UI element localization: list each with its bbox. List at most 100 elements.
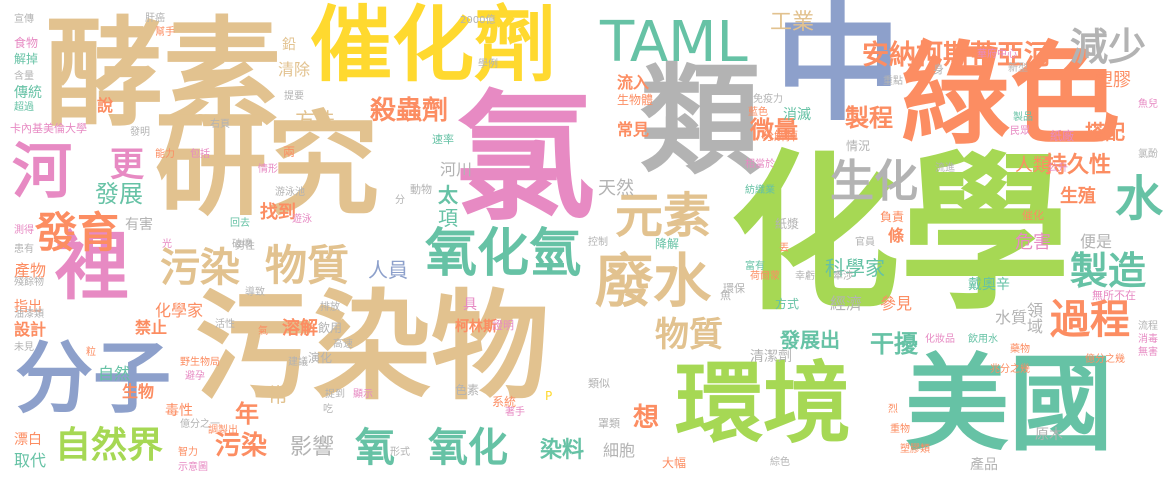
word: 測得 <box>14 225 34 236</box>
word: 減少 <box>1070 25 1147 69</box>
word: 顯示 <box>353 389 373 400</box>
word: 類似 <box>588 377 610 390</box>
word: 污染 <box>215 431 268 461</box>
word: 富有 <box>745 261 765 272</box>
word: 氯 <box>455 78 596 241</box>
word: 負責 <box>880 210 905 224</box>
word: 元素 <box>615 188 712 244</box>
word: 毒性 <box>165 403 193 419</box>
word: 消滅 <box>783 107 811 123</box>
word: 卡內基美倫大學 <box>10 122 87 135</box>
word: 藍色 <box>748 107 768 118</box>
word: 危害 <box>1015 232 1051 253</box>
word: 色素 <box>455 383 480 397</box>
word: 億分之幾 <box>1085 354 1125 365</box>
word: 太 <box>438 183 458 207</box>
word: 罩類 <box>598 417 620 430</box>
word: 紡織業 <box>745 185 775 196</box>
word: 柯林斯 <box>455 319 497 335</box>
word: 搭配 <box>1085 120 1125 144</box>
word: 華府中心 <box>977 49 1017 60</box>
word: 清除 <box>278 60 311 79</box>
word: 新型 <box>1008 63 1028 74</box>
word: 光 <box>162 239 172 250</box>
word: 殺蟲劑 <box>370 96 449 126</box>
word: 常 <box>268 383 288 407</box>
word: 持久性 <box>1045 153 1112 178</box>
word: 染料 <box>540 438 585 463</box>
word: 領域 <box>1024 302 1043 334</box>
word: 證明 <box>492 319 514 332</box>
word: 避孕 <box>185 371 205 382</box>
word: 高速 <box>333 339 353 350</box>
word: 示意圖 <box>178 462 208 473</box>
word: 影響 <box>290 435 335 460</box>
word: 生化 <box>830 156 918 207</box>
word: 億分之一 <box>180 419 220 430</box>
word: 解掉 <box>14 52 39 66</box>
word: 演化 <box>308 351 333 365</box>
word: 經濟 <box>830 294 863 313</box>
word: 人類 <box>1015 155 1051 176</box>
word: 禁止 <box>135 318 168 337</box>
word: 自然 <box>98 364 131 383</box>
word: 分解掉 <box>762 129 799 143</box>
word: 環保 <box>723 282 745 295</box>
word: 取代 <box>14 451 47 470</box>
word: 形式 <box>390 447 410 458</box>
word: 兩 <box>283 145 296 159</box>
word: 方法 <box>295 108 335 132</box>
word: 中 <box>775 0 901 138</box>
word: 水質 <box>995 308 1028 327</box>
word: 人員 <box>368 258 408 282</box>
word: 殘餘物 <box>14 277 44 288</box>
word: 更 <box>110 145 144 185</box>
word: 美國 <box>905 343 1114 465</box>
word: 食物 <box>14 36 39 50</box>
word: 速率 <box>432 133 454 146</box>
word: 游泳池 <box>275 187 305 198</box>
word: 塑膠 <box>1095 70 1131 91</box>
word: 鉛 <box>282 37 296 53</box>
word: 回去 <box>230 218 250 229</box>
word: 發展出 <box>780 328 840 352</box>
word: 安納柯斯蒂亞河 <box>862 40 1051 71</box>
word: 污染 <box>160 245 240 291</box>
word: 河 <box>12 137 72 207</box>
word: 系統 <box>492 395 517 409</box>
word: 綜色 <box>770 457 790 468</box>
word: 肝癌 <box>145 13 165 24</box>
word: 說 <box>97 96 114 115</box>
word: 傳統 <box>14 85 42 101</box>
word: 魚 <box>720 289 731 302</box>
word: 科學家 <box>825 256 885 280</box>
word: 水 <box>1115 171 1164 227</box>
word: 裡 <box>55 224 129 310</box>
word: 右頁 <box>210 119 230 130</box>
word: 幸虧 <box>795 271 815 282</box>
word: 捉到 <box>325 389 345 400</box>
word: 著手 <box>505 407 525 418</box>
word: 建議 <box>288 357 308 368</box>
word: 分 <box>395 195 405 206</box>
word: 廢水 <box>595 247 712 315</box>
word: 情況 <box>846 139 871 153</box>
word: 粒 <box>86 347 96 358</box>
word: 產物 <box>14 261 47 280</box>
word: 患有 <box>14 244 34 255</box>
word: 指出 <box>14 299 42 315</box>
word: 學例 <box>478 59 498 70</box>
word: 氧 <box>355 425 395 471</box>
word: 提要 <box>284 91 304 102</box>
word: 發育 <box>35 208 120 257</box>
word: 兆分之幾 <box>990 364 1030 375</box>
word: 天然 <box>598 178 634 199</box>
word: 免疫力 <box>753 94 783 105</box>
word: 化學家 <box>155 301 204 320</box>
word: 塑膠類 <box>900 444 930 455</box>
word: 產品 <box>970 457 998 473</box>
word: 細胞 <box>603 441 636 460</box>
word: 男性 <box>235 241 255 252</box>
word: 控制 <box>588 237 608 248</box>
